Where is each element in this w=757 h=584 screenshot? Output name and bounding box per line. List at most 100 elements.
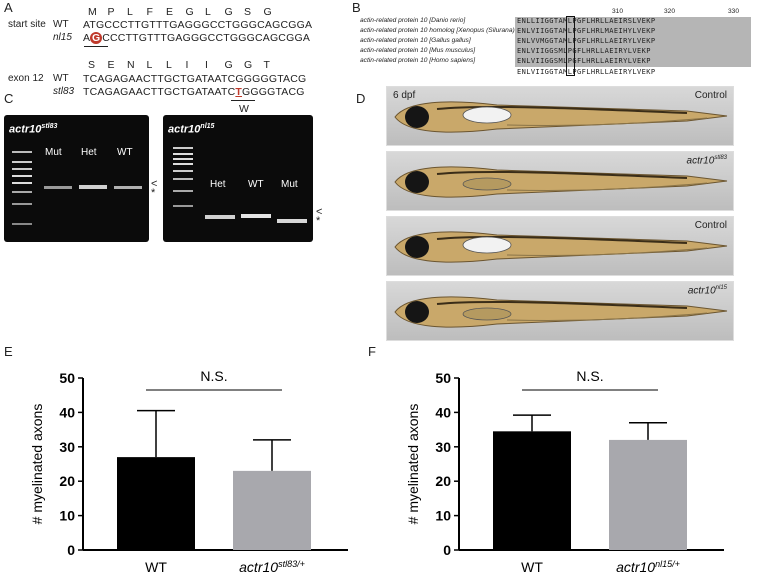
arrow-marker: < [151, 178, 158, 190]
ladder-band [12, 175, 32, 177]
lane-label: WT [248, 179, 264, 190]
exon-label: exon 12 [8, 73, 44, 84]
ladder-band [173, 178, 193, 180]
panel-label-b: B [352, 0, 361, 15]
band-markers-right: < * [316, 206, 323, 227]
bar [233, 470, 311, 550]
amino-acid: G [185, 6, 194, 18]
larva-illustration [394, 231, 728, 263]
start-site-label: start site [8, 19, 46, 30]
gel-allele: stl83 [41, 123, 58, 130]
gel-gene: actr10 [9, 123, 42, 136]
x-tick-label: actr10stl83/+ [239, 559, 305, 575]
sequence-suffix: CCCTTGTTTGAGGGCCTGGGCAGCGGA [102, 32, 311, 44]
mutation-highlight: T [235, 86, 242, 98]
x-tick-label: WT [521, 559, 543, 575]
ladder-band [12, 203, 32, 205]
y-tick-label: 10 [435, 508, 451, 524]
larva-label: Control [695, 90, 727, 101]
mutant-sequence: A G CCCTTGTTTGAGGGCCTGGGCAGCGGA [83, 32, 310, 44]
larva-illustration [394, 296, 728, 328]
larva-image: Control 6 dpf [386, 86, 734, 146]
label-text: Control [694, 220, 727, 231]
panel-label-e: E [4, 344, 13, 359]
ladder-band [173, 190, 193, 192]
ladder-band [12, 151, 32, 153]
aligned-sequence: ENLVIIGGSMLPGFLHRLLAEIRYLVEKP [517, 57, 651, 65]
amino-acid: L [127, 6, 134, 18]
amino-acid: L [205, 6, 212, 18]
y-tick-label: 0 [443, 542, 451, 558]
aligned-sequence: ENLVIIGGTAMLPGFLHRLMAEIHYLVEKP [517, 27, 656, 35]
amino-acid: N [127, 59, 135, 71]
ladder-band [173, 205, 193, 207]
amino-acid: I [205, 59, 209, 71]
label-allele: nl15 [715, 285, 727, 291]
ladder-band [173, 163, 193, 165]
larva-label: actr10nl15 [688, 285, 727, 296]
gel-band [205, 215, 235, 219]
amino-acid: E [107, 59, 115, 71]
sequence-prefix: A [83, 32, 91, 44]
larva-label: actr10stl83 [687, 155, 727, 166]
x-tick-label: actr10nl15/+ [616, 559, 680, 575]
bar-chart-f: 0 10 20 30 40 50 # myelinated axons N.S. WT actr1… [405, 368, 724, 575]
bar [609, 439, 687, 550]
larva-image: Control [386, 216, 734, 276]
label-text: Control [694, 90, 727, 101]
gel-allele: nl15 [200, 123, 215, 130]
species-label: actin-related protein 10 [Gallus gallus] [360, 37, 471, 44]
ladder-band [173, 147, 193, 149]
y-tick-label: 10 [59, 508, 75, 524]
sequence-prefix: TCAGAGAACTTGCTGATAATC [83, 86, 236, 98]
species-label: actin-related protein 10 [Homo sapiens] [360, 57, 476, 64]
position-330: 330 [728, 8, 740, 15]
position-320: 320 [664, 8, 676, 15]
bar [493, 431, 571, 550]
gel-image-right: actr10nl15 Het WT Mut [163, 115, 313, 242]
highlight-box [566, 16, 575, 76]
gel-image-left: actr10stl83 Mut Het WT [4, 115, 149, 242]
amino-acid: F [146, 6, 154, 18]
amino-acid: E [166, 6, 174, 18]
amino-acid: S [88, 59, 96, 71]
lane-label: Mut [281, 179, 298, 190]
amino-acid: S [244, 6, 252, 18]
species-label: actin-related protein 10 [Danio rerio] [360, 17, 466, 24]
mutant-sequence: TCAGAGAACTTGCTGATAATCTGGGGTACG [83, 86, 305, 98]
y-axis-label: # myelinated axons [29, 404, 45, 525]
band-markers-left: < * [151, 178, 158, 199]
wt-label: WT [53, 73, 69, 84]
wt-label: WT [53, 19, 69, 30]
y-tick-label: 40 [59, 404, 75, 420]
gel-title: actr10stl83 [9, 123, 57, 136]
aligned-sequence: ENLVVMGGTAMLPGFLHRLLAEIRYLVEKP [517, 37, 656, 45]
amino-acid: L [146, 59, 153, 71]
gel-band [241, 214, 271, 218]
sequence-suffix: GGGGTACG [242, 86, 305, 98]
lane-label: Het [81, 147, 97, 158]
ladder-band [12, 168, 32, 170]
panel-label-c: C [4, 91, 14, 106]
substituted-amino-acid: W [239, 103, 250, 115]
amino-acid: G [263, 6, 272, 18]
aligned-sequence: ENLVIIGGSMLPGFLHRLLAEIRYLVEKP [517, 47, 651, 55]
gel-band [114, 186, 142, 189]
bar-chart-e: 0 10 20 30 40 50 # myelinated axons N.S. WT actr1… [29, 368, 348, 575]
ladder-band [12, 182, 32, 184]
star-marker: * [151, 187, 156, 199]
larva-illustration [394, 166, 728, 198]
x-tick-label: WT [145, 559, 167, 575]
age-label: 6 dpf [393, 90, 416, 101]
y-tick-label: 20 [59, 473, 75, 489]
ladder-band [173, 153, 193, 155]
gel-band [44, 186, 72, 189]
ladder-band [173, 158, 193, 160]
y-tick-label: 20 [435, 473, 451, 489]
y-tick-label: 30 [59, 439, 75, 455]
arrow-marker: < [316, 206, 323, 218]
larva-image: actr10stl83 [386, 151, 734, 211]
larva-label: Control [695, 220, 727, 231]
underline [231, 100, 255, 101]
